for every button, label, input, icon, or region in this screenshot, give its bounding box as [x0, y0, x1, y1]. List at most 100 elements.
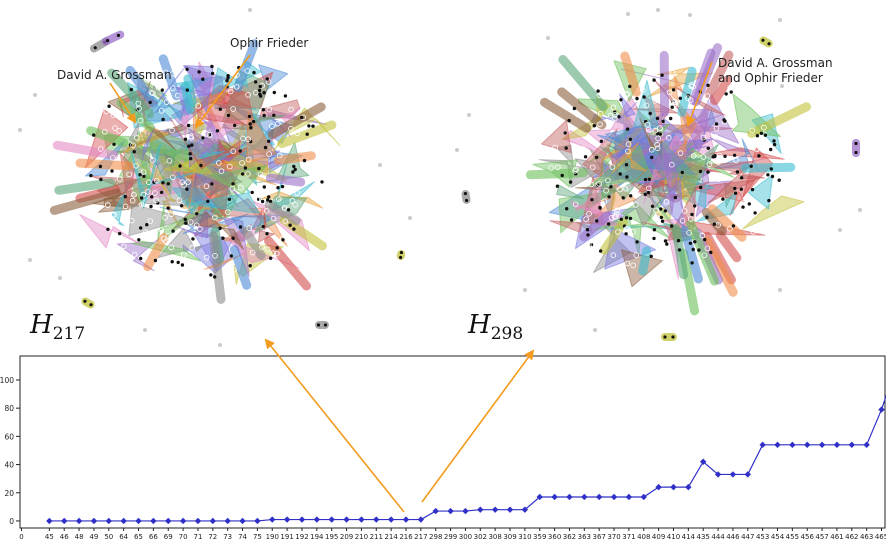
node-dot	[649, 112, 652, 115]
data-point	[670, 484, 676, 490]
node-dot	[258, 89, 261, 92]
node-dot	[320, 180, 323, 183]
node-dot	[199, 164, 202, 167]
node-dot	[262, 91, 265, 94]
x-tick-label: 409	[652, 533, 665, 541]
isolated-hyperedge	[661, 333, 677, 341]
node-dot	[227, 114, 230, 117]
node-dot	[226, 76, 229, 79]
node-dot	[261, 200, 264, 203]
node-dot	[730, 90, 733, 93]
node-dot	[661, 220, 664, 223]
data-point	[685, 484, 691, 490]
node-ring	[713, 135, 718, 140]
x-tick-label: 49	[89, 533, 98, 541]
node-dot	[251, 191, 254, 194]
data-point	[447, 508, 453, 514]
x-tick-label: 454	[771, 533, 785, 541]
x-tick-label: 446	[726, 533, 740, 541]
node-dot	[556, 185, 559, 188]
data-point	[611, 494, 617, 500]
node-dot	[178, 164, 181, 167]
node-dot	[311, 125, 314, 128]
x-tick-label: 73	[223, 533, 232, 541]
node-dot	[734, 192, 737, 195]
node-dot	[244, 166, 247, 169]
node-dot	[149, 205, 152, 208]
isolated-node	[626, 12, 630, 16]
node-dot	[677, 239, 680, 242]
node-dot	[699, 170, 702, 173]
node-dot	[288, 224, 291, 227]
node-dot	[197, 70, 200, 73]
annotation-both-authors: David A. Grossman and Ophir Frieder	[718, 56, 833, 86]
node-dot	[628, 85, 631, 88]
node-dot	[584, 155, 587, 158]
node-dot	[625, 216, 628, 219]
node-dot	[751, 188, 754, 191]
node-dot	[265, 232, 268, 235]
x-tick-label: 408	[637, 533, 650, 541]
node-dot	[757, 154, 760, 157]
data-point	[284, 516, 290, 522]
node-dot	[651, 205, 654, 208]
data-point	[819, 442, 825, 448]
node-dot	[629, 138, 632, 141]
node-dot	[189, 157, 192, 160]
node-dot	[249, 126, 252, 129]
node-dot	[624, 232, 627, 235]
isolated-node	[778, 288, 782, 292]
node-dot	[699, 186, 702, 189]
node-ring	[224, 63, 229, 68]
isolated-node	[408, 216, 412, 220]
data-point	[269, 516, 275, 522]
node-dot	[254, 80, 257, 83]
x-tick-label: 363	[578, 533, 591, 541]
node-dot	[259, 85, 262, 88]
node-dot	[595, 156, 598, 159]
x-tick-label: 410	[667, 533, 680, 541]
node-dot	[249, 122, 252, 125]
node-dot	[625, 175, 628, 178]
hyperedge-pill	[80, 296, 96, 310]
x-tick-label: 453	[756, 533, 769, 541]
data-point	[210, 518, 216, 524]
node-dot	[300, 116, 303, 119]
node-dot	[715, 122, 718, 125]
x-tick-label: 70	[179, 533, 188, 541]
hyperedge-region	[742, 196, 804, 229]
node-dot	[252, 120, 255, 123]
node-dot	[281, 185, 284, 188]
isolated-node	[18, 128, 22, 132]
node-dot	[586, 228, 589, 231]
node-dot	[145, 223, 148, 226]
series-line	[46, 363, 886, 524]
node-dot	[773, 143, 776, 146]
data-point	[581, 494, 587, 500]
node-dot	[713, 154, 716, 157]
x-tick-label: 455	[786, 533, 799, 541]
node-dot	[206, 200, 209, 203]
isolated-node	[688, 13, 692, 17]
node-dot	[722, 118, 725, 121]
node-dot	[569, 180, 572, 183]
hyperedge-tentacle	[80, 163, 129, 166]
x-tick-label: 461	[830, 533, 843, 541]
node-ring	[257, 188, 262, 193]
node-dot	[259, 94, 262, 97]
x-tick-label: 300	[459, 533, 472, 541]
node-dot	[709, 251, 712, 254]
node-dot	[770, 167, 773, 170]
x-tick-label: 447	[741, 533, 754, 541]
node-dot	[707, 147, 710, 150]
node-dot	[221, 237, 224, 240]
node-dot	[764, 134, 767, 137]
node-dot	[249, 264, 252, 267]
node-ring	[575, 112, 580, 117]
node-dot	[713, 223, 716, 226]
node-dot	[180, 204, 183, 207]
x-tick-label: 0	[19, 533, 23, 541]
node-dot	[263, 114, 266, 117]
node-dot	[137, 238, 140, 241]
node-dot	[185, 68, 188, 71]
